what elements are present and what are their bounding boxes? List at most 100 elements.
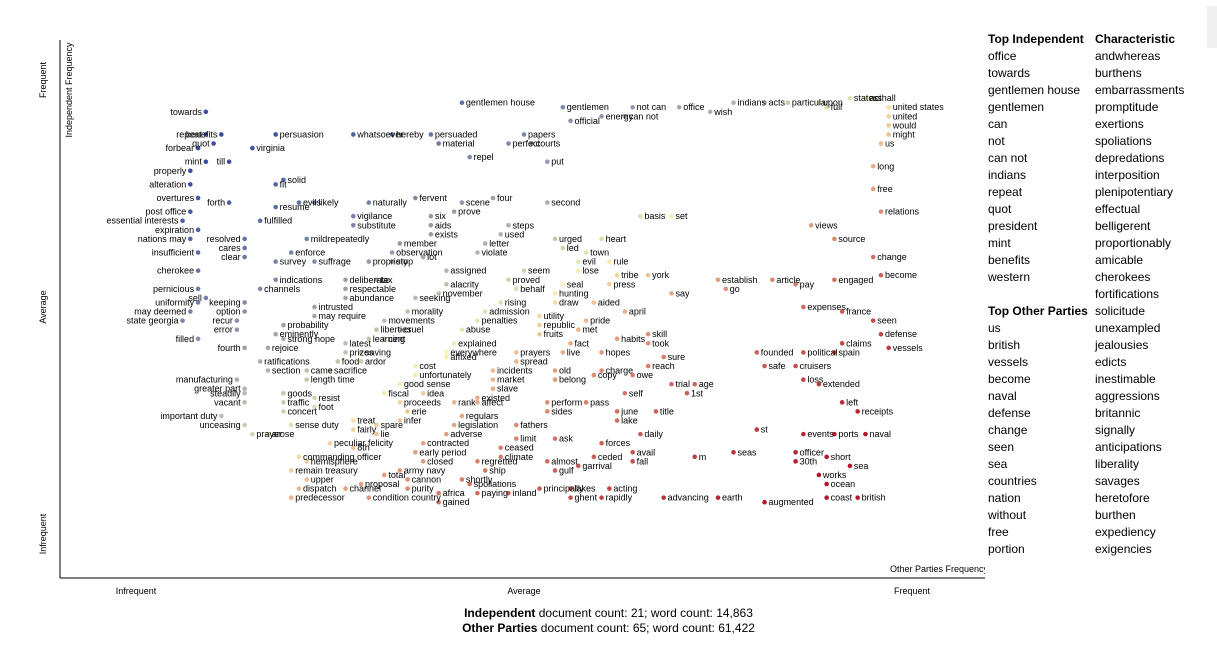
term-label[interactable]: hereby [396, 129, 424, 139]
term-point[interactable] [281, 409, 286, 414]
term-label[interactable]: lake [621, 416, 638, 426]
term-link[interactable]: spoliations [1095, 134, 1152, 148]
term-label[interactable]: 8th [357, 443, 370, 453]
term-label[interactable]: repel [474, 152, 494, 162]
term-label[interactable]: say [675, 288, 690, 298]
term-point[interactable] [630, 104, 635, 110]
term-point[interactable] [257, 359, 263, 364]
term-point[interactable] [832, 350, 837, 355]
term-point[interactable] [195, 195, 201, 201]
term-label[interactable]: long [877, 161, 894, 171]
term-point[interactable] [513, 422, 519, 428]
term-label[interactable]: remain treasury [295, 465, 358, 475]
term-label[interactable]: town [590, 248, 609, 258]
term-label[interactable]: draw [559, 297, 579, 307]
term-point[interactable] [824, 481, 829, 487]
term-link[interactable]: repeat [988, 185, 1023, 199]
term-point[interactable] [444, 268, 449, 273]
term-point[interactable] [684, 390, 690, 396]
term-label[interactable]: resist [318, 393, 340, 403]
term-point[interactable] [754, 350, 760, 355]
term-point[interactable] [506, 222, 511, 228]
term-label[interactable]: survey [280, 257, 307, 267]
term-point[interactable] [870, 186, 876, 192]
term-point[interactable] [607, 282, 612, 287]
term-point[interactable] [498, 454, 504, 460]
term-label[interactable]: fulfilled [264, 216, 292, 226]
term-point[interactable] [459, 100, 465, 105]
term-point[interactable] [544, 400, 550, 405]
term-label[interactable]: may require [318, 311, 366, 321]
term-label[interactable]: rule [613, 257, 628, 267]
term-label[interactable]: acting [613, 484, 637, 494]
term-point[interactable] [560, 245, 566, 251]
term-point[interactable] [793, 363, 798, 369]
term-label[interactable]: official [575, 116, 600, 126]
term-label[interactable]: perfect [512, 139, 540, 149]
term-label[interactable]: indians [738, 98, 767, 108]
term-point[interactable] [257, 218, 263, 224]
term-point[interactable] [498, 232, 504, 237]
term-point[interactable] [312, 259, 317, 264]
term-point[interactable] [552, 436, 558, 441]
term-label[interactable]: slave [497, 384, 518, 394]
term-point[interactable] [645, 363, 651, 369]
term-link[interactable]: mint [988, 236, 1011, 250]
term-label[interactable]: sides [551, 406, 573, 416]
term-point[interactable] [428, 132, 434, 137]
term-label[interactable]: four [497, 193, 513, 203]
term-label[interactable]: rapidly [606, 493, 633, 503]
term-label[interactable]: cannon [412, 475, 442, 485]
term-point[interactable] [195, 250, 201, 255]
term-point[interactable] [490, 195, 496, 201]
term-point[interactable] [343, 286, 348, 292]
term-label[interactable]: indications [280, 275, 323, 285]
term-label[interactable]: ceased [505, 443, 534, 453]
term-label[interactable]: relations [885, 207, 920, 217]
term-point[interactable] [273, 259, 278, 264]
term-label[interactable]: used [505, 229, 525, 239]
term-label[interactable]: ocean [831, 479, 856, 489]
term-point[interactable] [242, 236, 247, 242]
term-label[interactable]: regretted [481, 456, 517, 466]
term-point[interactable] [475, 395, 480, 401]
term-label[interactable]: daily [644, 429, 663, 439]
term-label[interactable]: habits [621, 334, 646, 344]
term-link[interactable]: depredations [1095, 151, 1165, 165]
term-label[interactable]: alteration [149, 179, 186, 189]
term-label[interactable]: movements [388, 316, 435, 326]
term-point[interactable] [304, 236, 310, 242]
term-point[interactable] [669, 213, 674, 219]
term-link[interactable]: liberality [1095, 457, 1140, 471]
term-point[interactable] [343, 341, 348, 346]
term-label[interactable]: full [831, 102, 843, 112]
term-label[interactable]: live [567, 347, 581, 357]
term-point[interactable] [576, 327, 581, 333]
term-point[interactable] [451, 400, 457, 405]
term-point[interactable] [560, 282, 566, 287]
term-label[interactable]: aided [598, 297, 620, 307]
term-label[interactable]: ports [838, 429, 859, 439]
term-point[interactable] [288, 422, 294, 428]
term-point[interactable] [226, 159, 232, 165]
term-point[interactable] [723, 286, 729, 292]
term-point[interactable] [870, 95, 876, 101]
term-point[interactable] [397, 241, 403, 246]
term-label[interactable]: goods [287, 388, 312, 398]
term-link[interactable]: plenipotentiary [1095, 185, 1174, 199]
term-label[interactable]: inland [512, 488, 536, 498]
term-label[interactable]: fiscal [388, 388, 409, 398]
term-point[interactable] [273, 277, 278, 283]
term-label[interactable]: liberties [381, 325, 413, 335]
term-point[interactable] [350, 132, 356, 137]
term-link[interactable]: change [988, 423, 1028, 437]
term-point[interactable] [630, 449, 635, 455]
term-point[interactable] [195, 227, 201, 233]
term-point[interactable] [482, 309, 488, 314]
term-point[interactable] [630, 459, 635, 464]
term-label[interactable]: cruel [404, 325, 424, 335]
term-point[interactable] [599, 350, 604, 355]
term-point[interactable] [273, 331, 278, 337]
term-point[interactable] [878, 209, 884, 214]
term-point[interactable] [358, 481, 364, 487]
